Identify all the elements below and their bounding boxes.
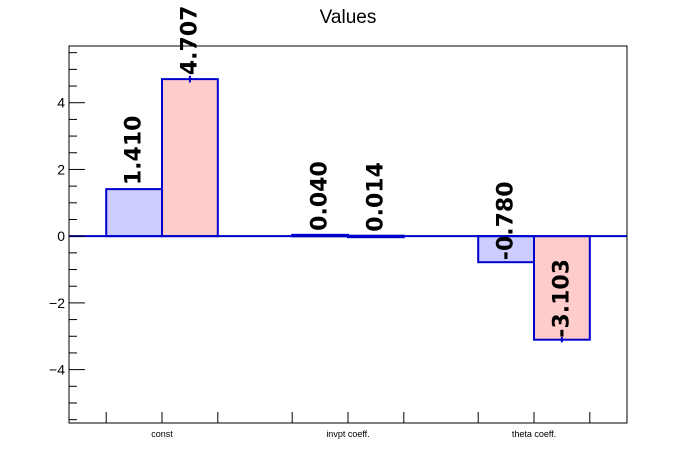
bar-s2-0 xyxy=(161,78,219,238)
value-label-s1-0: 1.410 xyxy=(122,116,147,186)
bar-s1-0 xyxy=(105,188,163,238)
value-label-s1-2: -0.780 xyxy=(494,181,519,260)
value-label-s2-1: 0.014 xyxy=(363,162,388,232)
value-label-s2-0: 4.707 xyxy=(177,6,202,76)
x-category-label-1: invpt coeff. xyxy=(326,429,369,439)
chart-title: Values xyxy=(320,7,377,28)
y-tick-label-1: −2 xyxy=(49,295,65,311)
y-tick-label-2: 0 xyxy=(57,228,65,244)
x-category-label-0: const xyxy=(151,429,173,439)
y-tick-label-4: 4 xyxy=(57,95,65,111)
bars-layer xyxy=(105,75,591,343)
value-label-s2-2: -3.103 xyxy=(549,259,574,338)
axes-layer: −4 −2 0 2 4 const invpt coeff. theta coeff. xyxy=(49,52,591,439)
value-labels-layer: 1.410 0.040 -0.780 4.707 0.014 -3.103 xyxy=(122,6,575,338)
y-tick-label-3: 2 xyxy=(57,161,65,177)
y-tick-label-0: −4 xyxy=(49,362,65,378)
x-category-label-2: theta coeff. xyxy=(512,429,556,439)
value-label-s1-1: 0.040 xyxy=(308,161,333,231)
